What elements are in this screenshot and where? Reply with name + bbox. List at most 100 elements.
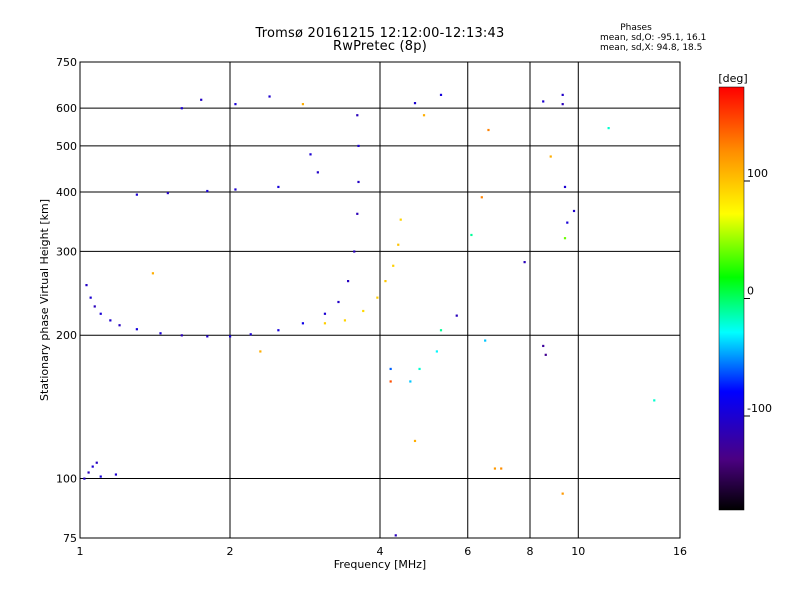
data-point: [392, 264, 395, 267]
y-tick-label: 500: [56, 140, 77, 153]
data-point: [362, 309, 365, 313]
data-point: [83, 477, 86, 480]
data-point: [397, 243, 400, 246]
data-point: [561, 93, 564, 96]
data-point: [487, 128, 490, 132]
data-point: [301, 322, 305, 325]
y-axis-label: Stationary phase Virtual Height [km]: [38, 199, 51, 401]
data-point: [566, 221, 569, 224]
scatter-points: [83, 93, 656, 537]
data-point: [323, 312, 327, 315]
data-point: [229, 335, 232, 338]
y-tick-label: 300: [56, 245, 77, 258]
data-point: [166, 191, 169, 195]
data-point: [277, 185, 280, 189]
colorbar-tick-label: -100: [747, 402, 772, 415]
data-point: [114, 473, 118, 476]
data-point: [200, 98, 203, 101]
data-point: [259, 350, 262, 353]
x-tick-label: 2: [227, 545, 234, 558]
data-point: [376, 296, 379, 299]
data-point: [544, 353, 547, 356]
data-point: [343, 319, 347, 322]
data-point: [135, 328, 138, 331]
data-point: [109, 319, 112, 322]
data-point: [159, 332, 162, 335]
data-point: [549, 155, 552, 158]
data-point: [277, 329, 280, 332]
data-point: [118, 324, 121, 327]
phases-o-stats: mean, sd,O: -95.1, 16.1: [600, 33, 707, 43]
data-point: [561, 103, 564, 106]
data-point: [357, 144, 360, 148]
data-point: [389, 367, 392, 371]
data-point: [353, 250, 356, 253]
data-point: [85, 284, 88, 287]
data-point: [301, 103, 305, 106]
data-point: [249, 333, 252, 336]
chart-subtitle: RwPretec (8p): [333, 39, 427, 54]
data-point: [542, 344, 545, 348]
colorbar-ticks: -100 0 100: [744, 167, 772, 417]
y-axis-ticks: 75 100 200 300 400 500 600 750: [56, 56, 77, 545]
x-tick-label: 16: [673, 545, 687, 558]
x-tick-label: 10: [571, 545, 585, 558]
x-axis-ticks: 1 2 4 6 8 10 16: [77, 545, 688, 558]
data-point: [99, 475, 102, 478]
data-point: [409, 380, 412, 383]
data-point: [435, 350, 438, 353]
data-point: [268, 95, 271, 98]
data-point: [470, 233, 473, 237]
data-point: [180, 334, 183, 337]
x-tick-label: 1: [77, 545, 84, 558]
data-point: [135, 193, 138, 196]
data-point: [439, 329, 443, 332]
data-point: [399, 218, 402, 221]
data-point: [93, 305, 96, 308]
y-tick-label: 750: [56, 56, 77, 69]
data-point: [523, 261, 526, 264]
y-tick-label: 200: [56, 329, 77, 342]
data-point: [316, 171, 319, 174]
data-point: [346, 280, 350, 283]
phases-x-stats: mean, sd,X: 94.8, 18.5: [600, 43, 703, 53]
data-point: [484, 339, 487, 342]
x-tick-label: 4: [377, 545, 384, 558]
data-point: [500, 467, 503, 470]
data-point: [234, 188, 237, 191]
data-point: [87, 471, 90, 474]
data-point: [418, 367, 421, 371]
data-point: [151, 272, 155, 275]
phases-title: Phases: [620, 23, 652, 33]
colorbar-label: [deg]: [718, 72, 747, 85]
x-axis-label: Frequency [MHz]: [334, 558, 426, 571]
data-point: [91, 465, 94, 468]
data-point: [357, 180, 360, 184]
data-point: [206, 189, 209, 193]
data-point: [561, 492, 564, 495]
y-tick-label: 75: [63, 532, 77, 545]
data-point: [234, 103, 237, 106]
data-point: [563, 237, 567, 240]
grid-lines: [80, 62, 680, 538]
data-point: [572, 209, 576, 213]
data-point: [180, 107, 183, 110]
data-point: [389, 380, 392, 383]
x-tick-label: 6: [464, 545, 471, 558]
data-point: [356, 114, 359, 117]
data-point: [95, 461, 98, 464]
data-point: [413, 102, 417, 105]
colorbar: [718, 86, 745, 511]
data-point: [480, 196, 483, 199]
y-tick-label: 100: [56, 473, 77, 486]
colorbar-tick-label: 100: [747, 167, 768, 180]
data-point: [384, 280, 387, 283]
y-tick-label: 400: [56, 186, 77, 199]
data-point: [337, 300, 340, 304]
data-point: [653, 399, 656, 402]
chart-title: Tromsø 20161215 12:12:00-12:13:43: [255, 26, 505, 41]
colorbar-tick-label: 0: [747, 285, 754, 298]
data-point: [493, 467, 497, 470]
data-point: [394, 534, 397, 537]
data-point: [607, 127, 610, 130]
